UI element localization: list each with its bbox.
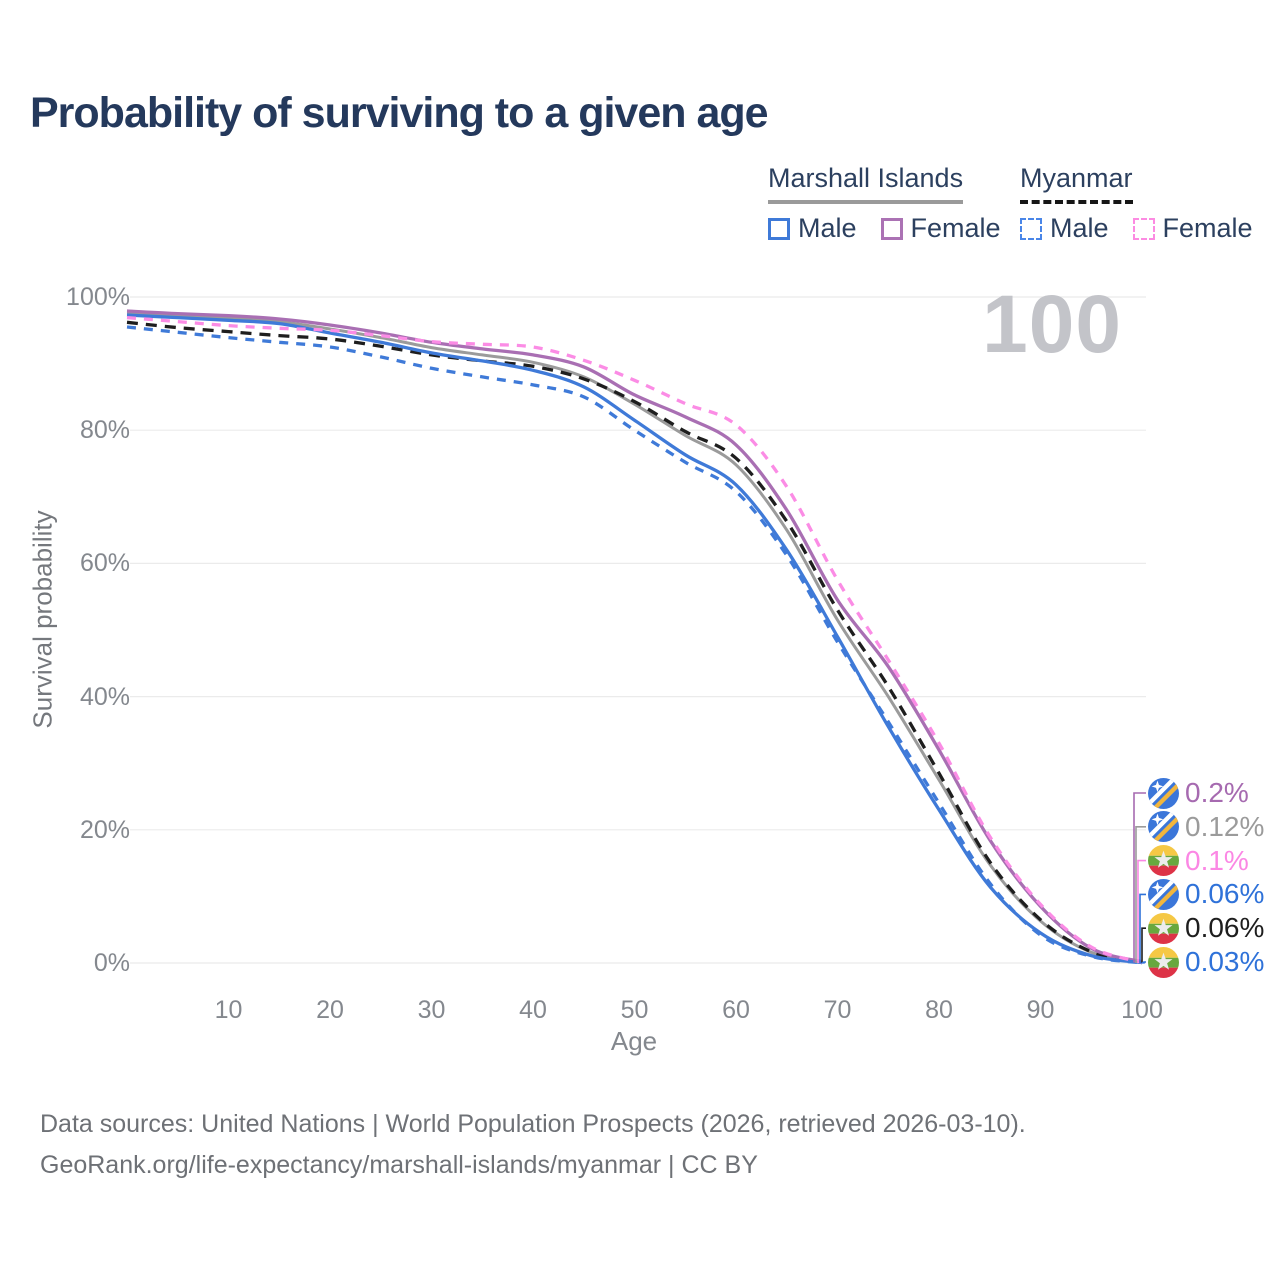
y-tick-label: 20% [79, 815, 130, 844]
end-label-row: 0.12% [1148, 810, 1264, 844]
legend-item-marshall-islands-female[interactable]: Female [880, 213, 1001, 244]
end-label-value: 0.06% [1185, 878, 1265, 910]
attribution-text: GeoRank.org/life-expectancy/marshall-isl… [40, 1151, 758, 1179]
series-line-marshall-islands-male[interactable] [126, 313, 1143, 965]
data-sources-text: Data sources: United Nations | World Pop… [40, 1110, 1026, 1138]
end-label-value: 0.12% [1185, 810, 1265, 842]
legend-title-myanmar[interactable]: Myanmar [1020, 163, 1133, 204]
end-label-value: 0.1% [1185, 844, 1249, 876]
x-tick-label: 60 [722, 996, 750, 1024]
x-tick-label: 70 [823, 996, 852, 1024]
line-swatch-icon [880, 217, 903, 240]
x-tick-label: 20 [316, 996, 344, 1024]
leader-line [1139, 893, 1146, 964]
x-tick-label: 10 [214, 996, 243, 1024]
y-tick-label: 100% [66, 283, 130, 311]
legend-title-marshall-islands[interactable]: Marshall Islands [768, 163, 964, 204]
end-label-value: 0.03% [1185, 946, 1265, 977]
end-label-value: 0.06% [1185, 912, 1265, 944]
legend-item-marshall-islands-male[interactable]: Male [768, 213, 857, 244]
end-label-row: 0.1% [1148, 844, 1249, 878]
page-title: Probability of surviving to a given age [30, 89, 769, 137]
end-label-row: 0.06% [1148, 911, 1264, 945]
legend-item-label: Male [798, 213, 857, 243]
legend-item-label: Female [910, 213, 1001, 243]
end-label-row: 0.06% [1148, 877, 1264, 911]
y-tick-label: 40% [79, 682, 130, 711]
legend-item-myanmar-male[interactable]: Male [1020, 213, 1109, 244]
y-tick-label: 60% [79, 549, 130, 578]
x-tick-label: 50 [620, 996, 649, 1024]
series-line-myanmar-both-sexes[interactable] [126, 320, 1143, 965]
x-tick-label: 40 [519, 996, 547, 1024]
x-tick-label: 80 [925, 996, 953, 1024]
end-label-row: 0.03% [1148, 945, 1264, 979]
end-label-value: 0.2% [1185, 777, 1249, 808]
footer: Data sources: United Nations | World Pop… [40, 1104, 1026, 1186]
x-axis-title: Age [610, 1026, 658, 1056]
series-line-marshall-islands-both-sexes[interactable] [126, 311, 1143, 964]
legend-item-label: Female [1162, 213, 1253, 243]
end-label-row: 0.2% [1148, 776, 1249, 810]
myanmar-flag-icon [1148, 946, 1179, 978]
marshall-islands-flag-icon [1148, 878, 1179, 910]
series-line-myanmar-male[interactable] [126, 325, 1143, 965]
dashed-line-swatch-icon [1132, 217, 1155, 240]
marshall-islands-flag-icon [1148, 811, 1179, 843]
x-tick-label: 100 [1121, 996, 1163, 1024]
leader-line [1141, 927, 1146, 963]
legend-group-myanmar: Myanmar Male Female [1020, 163, 1253, 244]
series-line-myanmar-female[interactable] [126, 315, 1143, 964]
marshall-islands-flag-icon [1148, 777, 1179, 809]
x-tick-label: 90 [1026, 996, 1055, 1024]
legend-item-myanmar-female[interactable]: Female [1132, 213, 1253, 244]
y-tick-label: 0% [93, 949, 130, 977]
myanmar-flag-icon [1148, 912, 1179, 944]
myanmar-flag-icon [1148, 845, 1179, 877]
legend-group-marshall-islands: Marshall Islands Male Female [768, 163, 1001, 244]
dashed-line-swatch-icon [1020, 217, 1042, 240]
age-watermark: 100 [982, 279, 1122, 370]
series-line-marshall-islands-female[interactable] [126, 309, 1143, 964]
y-tick-label: 80% [79, 416, 130, 445]
legend-item-label: Male [1050, 213, 1109, 243]
x-tick-label: 30 [417, 996, 446, 1024]
line-swatch-icon [768, 217, 790, 240]
leader-line [1142, 961, 1146, 964]
